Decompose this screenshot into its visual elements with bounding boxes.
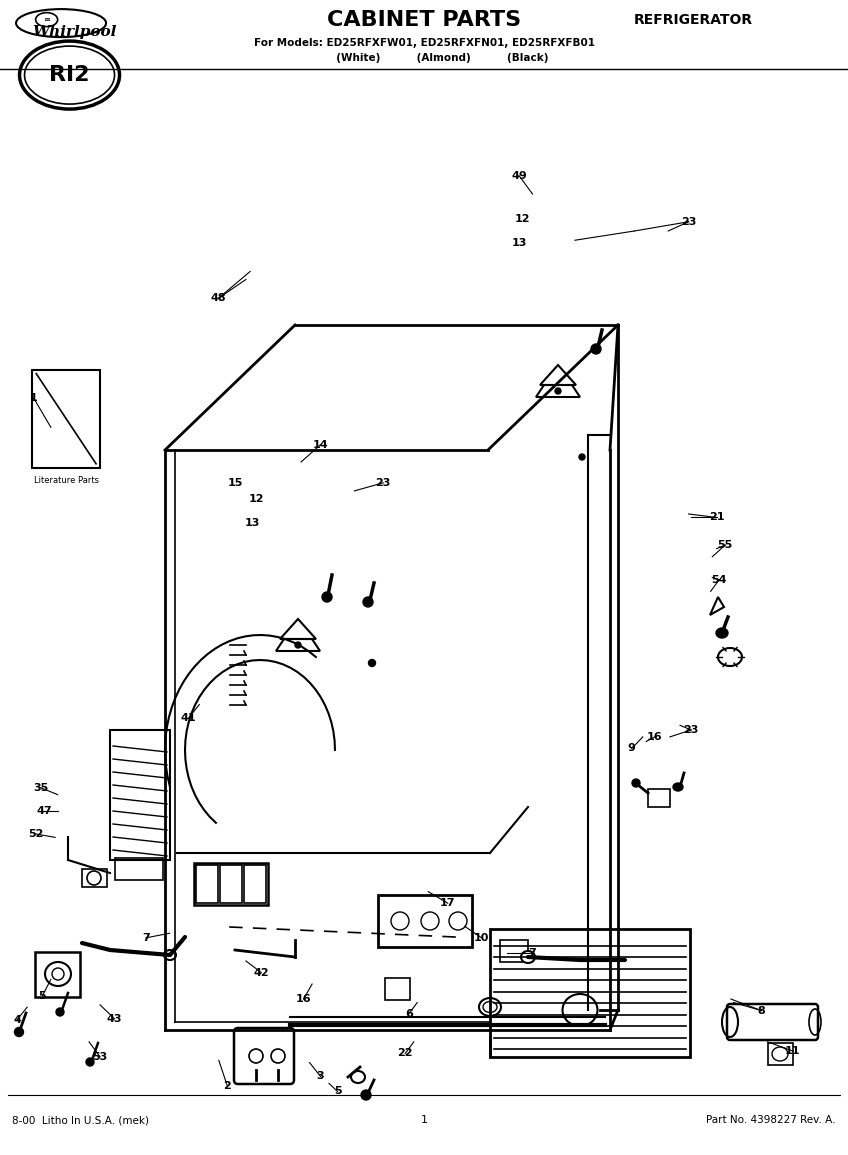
- Ellipse shape: [632, 778, 640, 787]
- Text: 13: 13: [245, 519, 260, 528]
- Text: Part No. 4398227 Rev. A.: Part No. 4398227 Rev. A.: [706, 1116, 836, 1125]
- Text: 2: 2: [223, 1081, 232, 1090]
- Bar: [220, 865, 242, 903]
- Text: 12: 12: [248, 494, 264, 504]
- Text: 23: 23: [681, 217, 696, 226]
- Text: 47: 47: [36, 806, 52, 815]
- Text: 4: 4: [13, 1015, 21, 1024]
- Text: ≡: ≡: [43, 15, 50, 24]
- Ellipse shape: [295, 642, 301, 648]
- Text: 3: 3: [317, 1072, 324, 1081]
- Text: 23: 23: [683, 725, 699, 735]
- Bar: [35, 952, 80, 997]
- Text: Literature Parts: Literature Parts: [34, 476, 98, 485]
- Text: 23: 23: [376, 478, 391, 487]
- Ellipse shape: [369, 660, 376, 666]
- Text: 8: 8: [757, 1006, 766, 1015]
- Text: 11: 11: [785, 1046, 801, 1056]
- Bar: [490, 929, 690, 1057]
- Text: 42: 42: [254, 968, 269, 977]
- Text: 1: 1: [30, 394, 38, 403]
- Ellipse shape: [363, 597, 373, 608]
- Text: 48: 48: [211, 293, 226, 303]
- Text: For Models: ED25RFXFW01, ED25RFXFN01, ED25RFXFB01: For Models: ED25RFXFW01, ED25RFXFN01, ED…: [254, 38, 594, 47]
- Bar: [244, 865, 266, 903]
- Text: 15: 15: [228, 478, 243, 487]
- Bar: [110, 730, 170, 860]
- Bar: [32, 370, 100, 468]
- Text: 14: 14: [313, 440, 328, 449]
- Ellipse shape: [86, 1058, 94, 1066]
- Text: 9: 9: [628, 744, 636, 753]
- Text: 52: 52: [28, 829, 43, 839]
- Ellipse shape: [361, 1090, 371, 1100]
- Text: 5: 5: [334, 1087, 341, 1096]
- Text: 8-00  Litho In U.S.A. (mek): 8-00 Litho In U.S.A. (mek): [12, 1116, 149, 1125]
- Bar: [194, 863, 268, 906]
- Text: 53: 53: [92, 1052, 108, 1061]
- Text: 16: 16: [647, 732, 662, 742]
- Text: 1: 1: [421, 1116, 427, 1125]
- Bar: [196, 865, 218, 903]
- Text: 49: 49: [511, 171, 527, 180]
- Bar: [500, 940, 528, 962]
- Text: 16: 16: [296, 994, 311, 1004]
- Text: 41: 41: [181, 714, 196, 723]
- Text: 17: 17: [440, 899, 455, 908]
- Ellipse shape: [716, 628, 728, 638]
- Ellipse shape: [673, 783, 683, 791]
- Text: 7: 7: [528, 948, 537, 957]
- Text: 55: 55: [717, 541, 733, 550]
- Bar: [115, 858, 163, 880]
- Text: 6: 6: [404, 1009, 413, 1019]
- Ellipse shape: [591, 344, 601, 353]
- Ellipse shape: [579, 454, 585, 460]
- Text: 54: 54: [711, 575, 727, 584]
- Text: 13: 13: [511, 238, 527, 247]
- Bar: [768, 1043, 793, 1065]
- Text: CABINET PARTS: CABINET PARTS: [327, 9, 521, 30]
- Bar: [385, 978, 410, 1000]
- Ellipse shape: [164, 951, 176, 960]
- Text: REFRIGERATOR: REFRIGERATOR: [634, 13, 753, 27]
- Text: 12: 12: [515, 215, 530, 224]
- Text: RI2: RI2: [49, 65, 90, 85]
- Text: Whirlpool: Whirlpool: [32, 25, 117, 39]
- Text: 22: 22: [398, 1049, 413, 1058]
- Ellipse shape: [322, 593, 332, 602]
- Text: 5: 5: [39, 991, 46, 1000]
- Text: 10: 10: [474, 933, 489, 942]
- Ellipse shape: [14, 1028, 24, 1036]
- Ellipse shape: [555, 388, 561, 394]
- Text: 7: 7: [142, 933, 150, 942]
- Text: 43: 43: [107, 1014, 122, 1023]
- Ellipse shape: [521, 951, 535, 963]
- Text: 21: 21: [709, 513, 724, 522]
- Bar: [82, 869, 107, 887]
- Ellipse shape: [56, 1008, 64, 1016]
- Text: 35: 35: [33, 783, 48, 792]
- Ellipse shape: [20, 42, 120, 109]
- Text: (White)          (Almond)          (Black): (White) (Almond) (Black): [299, 53, 549, 62]
- Bar: [648, 789, 670, 807]
